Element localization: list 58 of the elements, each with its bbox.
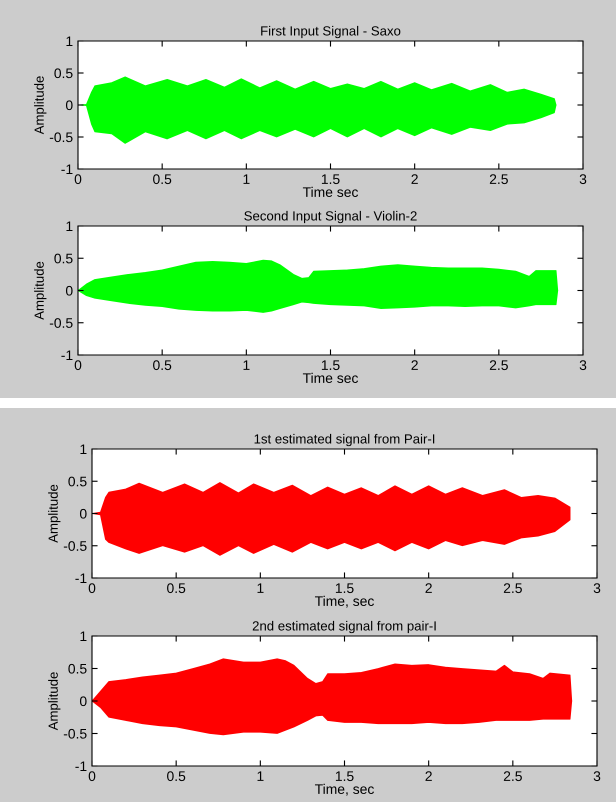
x-tick-label: 1 — [258, 583, 264, 593]
y-tick-label: -0.5 — [50, 318, 73, 328]
x-tick-label: 1.5 — [336, 583, 354, 594]
x-tick-label: 1 — [244, 360, 250, 370]
y-tick-label: 1 — [66, 221, 72, 232]
x-tick-label: 2 — [426, 771, 432, 781]
y-tick-label: -0.5 — [50, 132, 73, 142]
y-tick-label: 0.5 — [54, 68, 73, 78]
x-tick-label: 2.5 — [490, 360, 508, 370]
x-tick-label: 2 — [412, 174, 418, 184]
x-tick-label: 1 — [244, 174, 250, 184]
x-tick-label: 2 — [426, 583, 432, 593]
x-tick-label: 2.5 — [490, 174, 508, 184]
y-axis-title: Amplitude — [34, 76, 46, 134]
y-tick-label: 1 — [80, 631, 86, 642]
y-tick-label: -1 — [61, 350, 72, 360]
chart-title: First Input Signal - Saxo — [261, 26, 400, 38]
y-tick-label: 0 — [66, 286, 73, 296]
x-tick-label: 1.5 — [336, 771, 354, 782]
y-axis-title: Amplitude — [48, 672, 60, 730]
y-axis-title: Amplitude — [34, 262, 46, 320]
x-tick-label: 2.5 — [504, 583, 522, 594]
y-tick-label: -0.5 — [64, 541, 87, 551]
y-tick-label: 0 — [80, 696, 87, 706]
y-tick-label: 0.5 — [54, 254, 73, 264]
chart-title: 2nd estimated signal from pair-I — [252, 620, 436, 634]
y-tick-label: 0.5 — [68, 664, 87, 674]
y-tick-label: -1 — [75, 761, 86, 772]
x-tick-label: 0 — [88, 583, 96, 594]
x-tick-label: 0 — [88, 771, 96, 782]
x-tick-label: 2.5 — [504, 771, 522, 782]
x-tick-label: 3 — [580, 360, 586, 370]
x-axis-title: Time, sec — [314, 596, 374, 608]
y-tick-label: -1 — [61, 164, 72, 174]
x-tick-label: 3 — [580, 174, 586, 184]
x-tick-label: 1.5 — [322, 174, 340, 184]
y-axis-title: Amplitude — [48, 484, 60, 543]
x-tick-label: 2 — [412, 360, 418, 370]
y-tick-label: 1 — [66, 36, 72, 46]
chart-title: Second Input Signal - Violin-2 — [244, 210, 417, 224]
x-tick-label: 3 — [594, 583, 600, 594]
x-tick-label: 1 — [258, 771, 264, 781]
x-axis-title: Time sec — [302, 186, 358, 198]
y-tick-label: 0 — [80, 508, 87, 519]
x-tick-label: 0.5 — [153, 360, 172, 370]
x-tick-label: 0.5 — [167, 771, 186, 782]
y-tick-label: 0 — [66, 100, 73, 110]
x-tick-label: 0.5 — [167, 583, 186, 594]
chart-title: 1st estimated signal from Pair-I — [254, 434, 434, 446]
y-tick-label: 1 — [80, 444, 86, 454]
x-axis-title: Time sec — [302, 372, 358, 384]
x-tick-label: 0.5 — [153, 174, 172, 184]
x-tick-label: 3 — [594, 771, 600, 782]
y-tick-label: 0.5 — [68, 476, 87, 486]
y-tick-label: -1 — [75, 573, 86, 584]
x-axis-title: Time, sec — [314, 784, 374, 796]
x-tick-label: 1.5 — [322, 360, 340, 370]
y-tick-label: -0.5 — [64, 728, 87, 739]
